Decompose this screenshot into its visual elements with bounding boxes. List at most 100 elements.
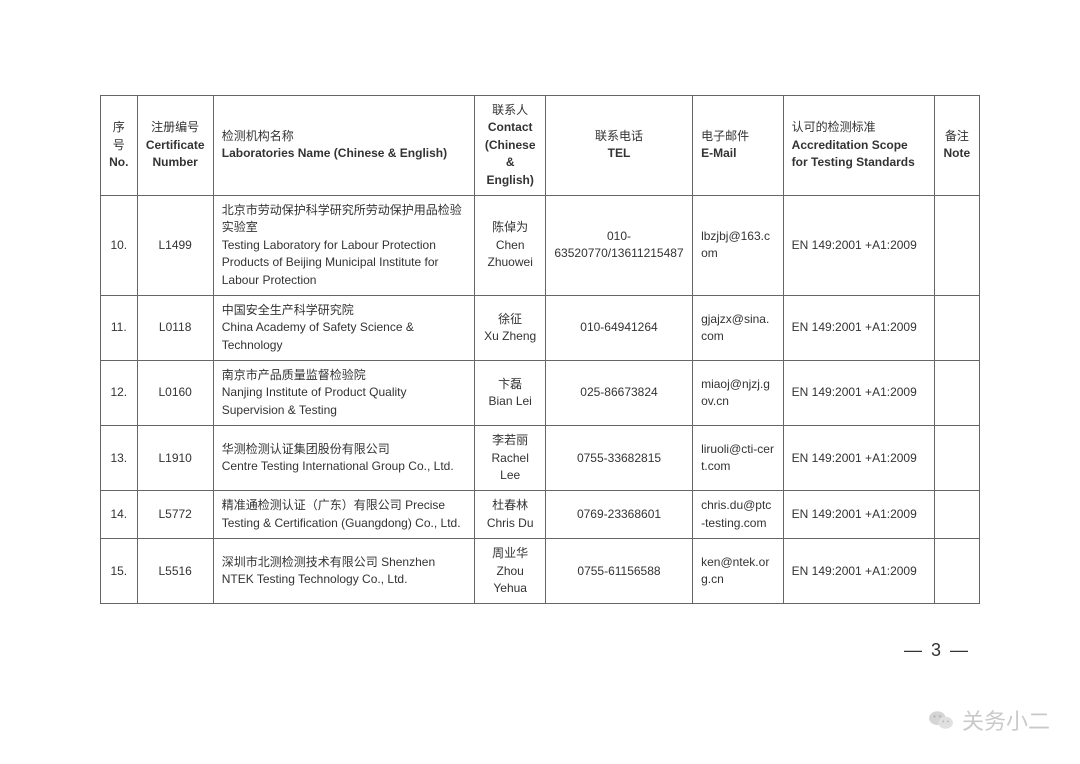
cell-contact: 周业华Zhou Yehua (475, 539, 545, 604)
header-email-cn: 电子邮件 (701, 128, 775, 145)
header-note: 备注 Note (934, 96, 979, 196)
cell-scope: EN 149:2001 +A1:2009 (783, 491, 934, 539)
cell-note (934, 361, 979, 426)
cell-no: 13. (101, 426, 138, 491)
cell-scope: EN 149:2001 +A1:2009 (783, 295, 934, 360)
page-number: — 3 — (904, 640, 970, 661)
contact-en: Chen Zhuowei (483, 237, 536, 272)
cell-email: ken@ntek.org.cn (693, 539, 784, 604)
cell-cert: L1910 (137, 426, 213, 491)
header-lab: 检测机构名称 Laboratories Name (Chinese & Engl… (213, 96, 475, 196)
cell-no: 15. (101, 539, 138, 604)
cell-cert: L0118 (137, 295, 213, 360)
cell-contact: 李若丽Rachel Lee (475, 426, 545, 491)
header-note-cn: 备注 (943, 128, 971, 145)
table-row: 14.L5772 精准通检测认证（广东）有限公司 Precise Testing … (101, 491, 980, 539)
lab-en: Centre Testing International Group Co., … (222, 458, 467, 475)
cell-tel: 0769-23368601 (545, 491, 692, 539)
cell-contact: 卞磊Bian Lei (475, 361, 545, 426)
cell-email: gjajzx@sina.com (693, 295, 784, 360)
lab-cn: 华测检测认证集团股份有限公司 (222, 441, 467, 458)
header-scope-en: Accreditation Scope for Testing Standard… (792, 137, 926, 172)
lab-en: Nanjing Institute of Product Quality Sup… (222, 384, 467, 419)
table-row: 10.L1499北京市劳动保护科学研究所劳动保护用品检验实验室Testing L… (101, 195, 980, 295)
header-no-en: No. (109, 154, 129, 171)
cell-lab: 深圳市北测检测技术有限公司 Shenzhen NTEK Testing Tech… (213, 539, 475, 604)
header-tel-cn: 联系电话 (554, 128, 684, 145)
cell-email: miaoj@njzj.gov.cn (693, 361, 784, 426)
cell-note (934, 295, 979, 360)
header-email: 电子邮件 E-Mail (693, 96, 784, 196)
cell-lab: 华测检测认证集团股份有限公司Centre Testing Internation… (213, 426, 475, 491)
contact-cn: 周业华 (483, 545, 536, 562)
header-tel-en: TEL (554, 145, 684, 162)
document-page: 序号 No. 注册编号 Certificate Number 检测机构名称 La… (0, 0, 1080, 604)
lab-cn: 南京市产品质量监督检验院 (222, 367, 467, 384)
cell-lab: 南京市产品质量监督检验院Nanjing Institute of Product… (213, 361, 475, 426)
labs-table: 序号 No. 注册编号 Certificate Number 检测机构名称 La… (100, 95, 980, 604)
header-contact-cn: 联系人 (483, 102, 536, 119)
watermark: 关务小二 (928, 704, 1050, 736)
cell-note (934, 539, 979, 604)
cell-tel: 0755-33682815 (545, 426, 692, 491)
lab-en: Testing Laboratory for Labour Protection… (222, 237, 467, 289)
cell-tel: 025-86673824 (545, 361, 692, 426)
cell-scope: EN 149:2001 +A1:2009 (783, 361, 934, 426)
contact-en: Rachel Lee (483, 450, 536, 485)
table-row: 11.L0118中国安全生产科学研究院China Academy of Safe… (101, 295, 980, 360)
header-contact-en: Contact (Chinese & English) (483, 119, 536, 189)
table-header: 序号 No. 注册编号 Certificate Number 检测机构名称 La… (101, 96, 980, 196)
header-tel: 联系电话 TEL (545, 96, 692, 196)
wechat-icon (928, 709, 954, 731)
cell-cert: L5516 (137, 539, 213, 604)
lab-cn: 北京市劳动保护科学研究所劳动保护用品检验实验室 (222, 202, 467, 237)
cell-tel: 010-63520770/13611215487 (545, 195, 692, 295)
header-note-en: Note (943, 145, 971, 162)
cell-cert: L1499 (137, 195, 213, 295)
cell-lab: 中国安全生产科学研究院China Academy of Safety Scien… (213, 295, 475, 360)
cell-note (934, 426, 979, 491)
cell-contact: 徐征Xu Zheng (475, 295, 545, 360)
cell-no: 14. (101, 491, 138, 539)
contact-cn: 徐征 (483, 311, 536, 328)
lab-cn: 精准通检测认证（广东）有限公司 Precise Testing & Certif… (222, 497, 467, 532)
header-contact: 联系人 Contact (Chinese & English) (475, 96, 545, 196)
contact-en: Bian Lei (483, 393, 536, 410)
cell-cert: L5772 (137, 491, 213, 539)
cell-lab: 精准通检测认证（广东）有限公司 Precise Testing & Certif… (213, 491, 475, 539)
cell-scope: EN 149:2001 +A1:2009 (783, 195, 934, 295)
cell-tel: 010-64941264 (545, 295, 692, 360)
header-lab-en: Laboratories Name (Chinese & English) (222, 145, 467, 162)
cell-no: 10. (101, 195, 138, 295)
cell-lab: 北京市劳动保护科学研究所劳动保护用品检验实验室Testing Laborator… (213, 195, 475, 295)
cell-no: 11. (101, 295, 138, 360)
header-lab-cn: 检测机构名称 (222, 128, 467, 145)
cell-contact: 陈倬为Chen Zhuowei (475, 195, 545, 295)
cell-contact: 杜春林Chris Du (475, 491, 545, 539)
cell-email: chris.du@ptc-testing.com (693, 491, 784, 539)
cell-note (934, 195, 979, 295)
contact-cn: 李若丽 (483, 432, 536, 449)
cell-note (934, 491, 979, 539)
cell-scope: EN 149:2001 +A1:2009 (783, 426, 934, 491)
header-email-en: E-Mail (701, 145, 775, 162)
lab-cn: 深圳市北测检测技术有限公司 Shenzhen NTEK Testing Tech… (222, 554, 467, 589)
contact-cn: 杜春林 (483, 497, 536, 514)
table-body: 10.L1499北京市劳动保护科学研究所劳动保护用品检验实验室Testing L… (101, 195, 980, 603)
cell-email: lbzjbj@163.com (693, 195, 784, 295)
header-scope-cn: 认可的检测标准 (792, 119, 926, 136)
cell-tel: 0755-61156588 (545, 539, 692, 604)
header-cert-en: Certificate Number (146, 137, 205, 172)
cell-scope: EN 149:2001 +A1:2009 (783, 539, 934, 604)
lab-cn: 中国安全生产科学研究院 (222, 302, 467, 319)
contact-en: Xu Zheng (483, 328, 536, 345)
header-no: 序号 No. (101, 96, 138, 196)
header-scope: 认可的检测标准 Accreditation Scope for Testing … (783, 96, 934, 196)
cell-no: 12. (101, 361, 138, 426)
contact-en: Chris Du (483, 515, 536, 532)
contact-en: Zhou Yehua (483, 563, 536, 598)
table-row: 12.L0160南京市产品质量监督检验院Nanjing Institute of… (101, 361, 980, 426)
contact-cn: 陈倬为 (483, 219, 536, 236)
lab-en: China Academy of Safety Science & Techno… (222, 319, 467, 354)
contact-cn: 卞磊 (483, 376, 536, 393)
